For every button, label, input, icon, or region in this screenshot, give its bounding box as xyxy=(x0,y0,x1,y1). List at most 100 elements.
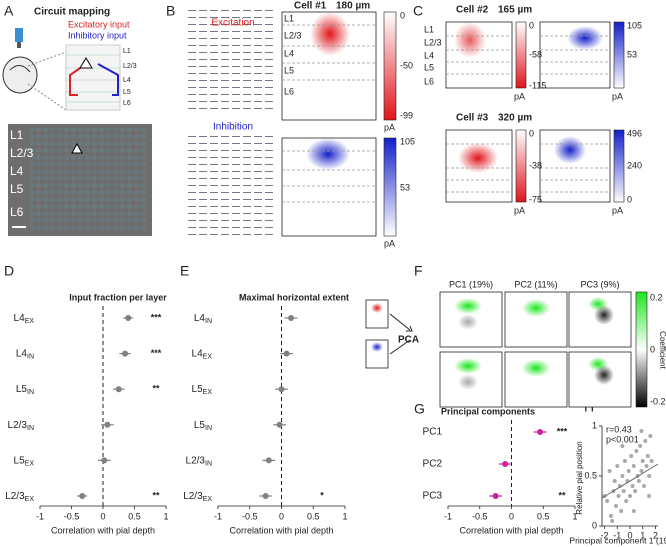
y-tick-label: L5IN xyxy=(194,419,212,431)
y-tick-label: PC3 xyxy=(423,491,443,502)
y-tick-label: L5EX xyxy=(14,455,35,467)
significance: *** xyxy=(557,426,568,436)
x-tick-label: -2 xyxy=(601,530,609,540)
colorbar xyxy=(515,21,527,89)
layer-lines xyxy=(446,143,610,193)
y-tick-label: L2/3EX xyxy=(5,491,34,503)
point xyxy=(605,499,610,503)
heatmap-blob xyxy=(554,136,586,164)
colorbar-label: 105 xyxy=(400,136,415,146)
x-axis-label: Correlation with pial depth xyxy=(51,525,155,535)
panel-label: C xyxy=(413,3,423,19)
point xyxy=(125,315,132,321)
colorbar-label: -58 xyxy=(529,49,542,59)
x-tick-label: 1 xyxy=(572,511,577,521)
colorbar-label: -38 xyxy=(529,160,542,170)
layer-label: L1 xyxy=(123,48,131,55)
panel-label: D xyxy=(4,263,14,279)
traces xyxy=(188,132,274,236)
chart-title: Principal components xyxy=(441,406,535,416)
point xyxy=(615,464,620,468)
traces xyxy=(188,8,274,112)
unit-label: pA xyxy=(384,238,395,248)
chart-title: Input fraction per layer xyxy=(69,292,167,302)
significance: ** xyxy=(152,384,160,394)
point xyxy=(636,479,641,483)
heatmap xyxy=(445,129,513,203)
layer-label: L4 xyxy=(424,50,434,60)
colorbar xyxy=(515,129,527,203)
y-tick-label: L5IN xyxy=(16,384,34,396)
x-tick-label: -0.5 xyxy=(242,511,258,521)
cell-depth: 180 µm xyxy=(336,1,370,12)
point xyxy=(122,350,129,357)
component-label: PC1 (19%) xyxy=(449,279,493,289)
pc-maps xyxy=(439,291,632,408)
y-tick-label: L4IN xyxy=(16,348,34,360)
x-tick-label: -1 xyxy=(444,511,452,521)
point xyxy=(628,494,632,498)
colorbar xyxy=(613,129,625,203)
y-tick-label: L2/3EX xyxy=(183,491,212,503)
method-label: PCA xyxy=(398,335,419,346)
unit-label: pA xyxy=(514,91,525,101)
point xyxy=(648,434,653,438)
point xyxy=(265,457,272,464)
x-axis-label: Correlation with pial depth xyxy=(229,525,333,535)
x-tick-label: -0.5 xyxy=(64,511,80,521)
colorbar-label: 0 xyxy=(400,10,405,20)
colorbar-label: -99 xyxy=(400,110,413,120)
significance: ** xyxy=(152,490,160,500)
colorbar-title: Coefficient xyxy=(658,331,666,369)
cell-depth: 165 µm xyxy=(498,5,532,16)
point xyxy=(643,439,648,443)
significance: * xyxy=(320,490,324,500)
colorbar-label: -50 xyxy=(400,60,413,70)
trend-line xyxy=(601,463,659,499)
point xyxy=(649,459,654,463)
point xyxy=(619,509,624,513)
panel-title: Circuit mapping xyxy=(34,7,110,18)
x-tick-label: 0 xyxy=(509,511,514,521)
x-tick-label: -1 xyxy=(613,530,621,540)
x-tick-label: -1 xyxy=(36,511,44,521)
point xyxy=(614,504,618,508)
chart-title: Maximal horizontal extent xyxy=(239,292,349,302)
colorbar xyxy=(383,137,397,237)
cell-name: Cell #3 xyxy=(456,113,489,124)
panel-label: G xyxy=(414,401,425,417)
x-tick-label: 2 xyxy=(653,530,658,540)
y-tick-label: PC2 xyxy=(423,459,443,470)
colorbar-label: -0.2 xyxy=(650,396,666,406)
point xyxy=(262,493,269,499)
layer-label: L2/3 xyxy=(10,146,34,160)
panel-label: E xyxy=(180,263,189,279)
point xyxy=(610,519,615,523)
x-tick-label: 1 xyxy=(640,530,645,540)
colorbar xyxy=(613,21,625,89)
point xyxy=(631,509,636,513)
annotation: r=0.43 xyxy=(606,424,632,434)
point xyxy=(634,449,639,453)
cell-name: Cell #1 xyxy=(294,1,327,12)
point xyxy=(612,479,617,483)
legend-entry: Inhibitory input xyxy=(68,30,127,40)
colorbar-label: 240 xyxy=(627,160,642,170)
point xyxy=(79,493,86,499)
point xyxy=(608,514,613,518)
layer-label: L4 xyxy=(123,77,131,84)
point xyxy=(276,421,283,428)
x-tick-label: 0 xyxy=(279,511,284,521)
y-tick-label: L4EX xyxy=(14,313,35,325)
y-tick-label: PC1 xyxy=(423,427,443,438)
point xyxy=(283,350,290,357)
x-tick-label: 0 xyxy=(627,530,632,540)
point xyxy=(288,315,295,321)
heatmap-blob xyxy=(454,22,486,58)
x-tick-label: 0.5 xyxy=(128,511,141,521)
layer-label: L6 xyxy=(284,86,294,96)
unit-label: pA xyxy=(384,122,395,132)
colorbar-label: 53 xyxy=(627,49,637,59)
significance: *** xyxy=(151,312,162,322)
layer-label: L5 xyxy=(123,89,131,96)
